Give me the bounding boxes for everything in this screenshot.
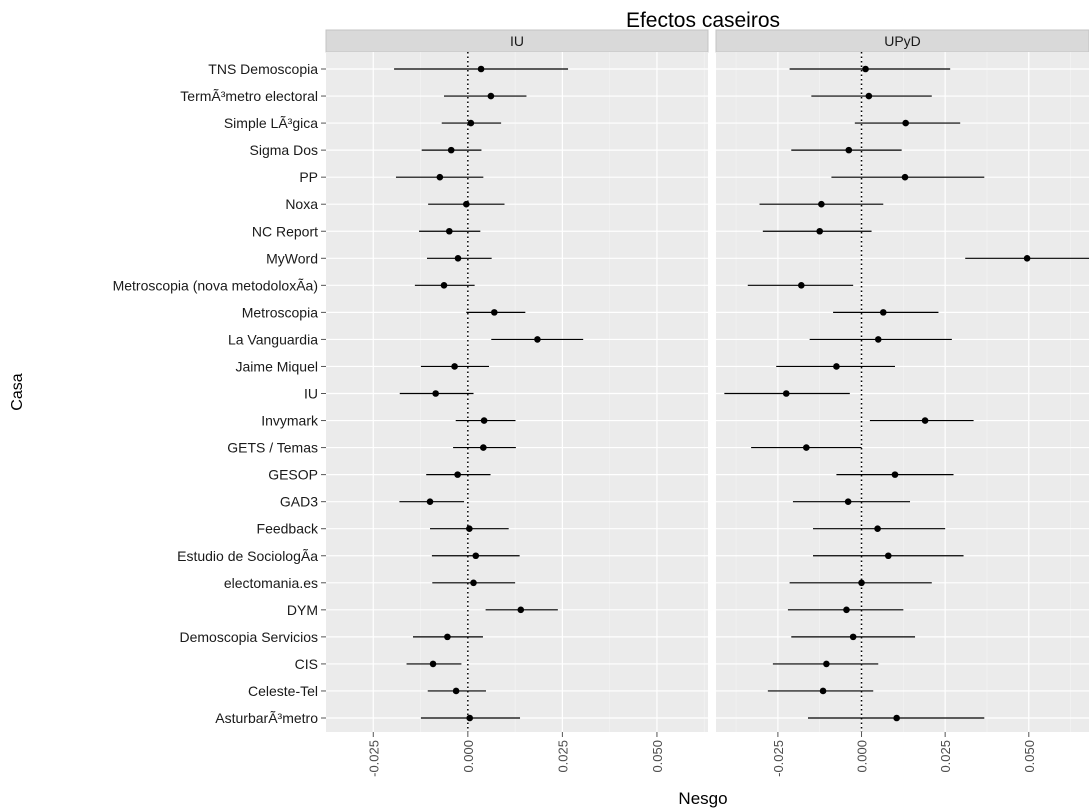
x-tick-label: -0.025	[771, 740, 786, 777]
category-label: electomania.es	[224, 575, 318, 591]
estimate-point	[843, 606, 850, 614]
panel-strip-label: UPyD	[884, 33, 921, 49]
estimate-point	[429, 660, 437, 668]
estimate-point	[477, 65, 485, 73]
panel-background	[326, 52, 708, 732]
category-label: GETS / Temas	[227, 440, 318, 456]
category-label: AsturbarÃ³metro	[215, 710, 318, 726]
estimate-point	[819, 687, 827, 695]
x-tick-label: 0.000	[855, 740, 870, 773]
category-labels: TNS Demoscopia TermÃ³metro electoral Simpl…	[113, 61, 326, 726]
estimate-point	[884, 552, 892, 560]
category-label: Sigma Dos	[250, 142, 318, 158]
category-label: MyWord	[266, 250, 318, 266]
category-label: PP	[299, 169, 318, 185]
category-label: CIS	[295, 656, 318, 672]
estimate-point	[452, 687, 460, 695]
category-label: Celeste-Tel	[248, 683, 318, 699]
estimate-point	[874, 525, 881, 533]
estimate-point	[849, 633, 857, 641]
category-label: IU	[304, 386, 318, 402]
estimate-point	[833, 363, 840, 370]
estimate-point	[902, 119, 909, 127]
estimate-point	[862, 65, 869, 73]
estimate-point	[901, 173, 909, 181]
estimate-point	[844, 498, 852, 505]
panel-upyd: UPyD -0.025 0.000 0.025 0.050	[715, 29, 1089, 777]
x-tick-label: 0.025	[555, 740, 570, 773]
estimate-point	[466, 525, 473, 533]
panel-background	[716, 52, 1089, 732]
y-axis-title: Casa	[9, 373, 26, 410]
estimate-point	[432, 390, 439, 397]
estimate-point	[480, 444, 487, 451]
estimate-point	[454, 254, 462, 262]
estimate-point	[480, 417, 488, 424]
estimate-point	[470, 579, 477, 587]
x-tick-label: 0.050	[650, 740, 665, 773]
estimate-point	[893, 714, 900, 722]
category-label: TermÃ³metro electoral	[180, 88, 318, 104]
estimate-point	[445, 227, 453, 235]
category-label: La Vanguardia	[228, 331, 318, 347]
x-tick-label: 0.025	[938, 740, 953, 773]
estimate-point	[818, 200, 825, 208]
category-label: Simple LÃ³gica	[224, 115, 318, 131]
estimate-point	[517, 606, 525, 614]
estimate-point	[534, 336, 541, 343]
estimate-point	[440, 282, 448, 289]
estimate-point	[874, 336, 882, 343]
estimate-point	[487, 92, 495, 100]
estimate-point	[865, 92, 873, 100]
estimate-point	[491, 309, 498, 316]
category-label: Demoscopia Servicios	[180, 629, 319, 645]
estimate-point	[921, 417, 929, 424]
panel-iu: IU -0.025 0.000 0.025 0.050	[325, 29, 709, 777]
estimate-point	[463, 200, 470, 208]
category-label: DYM	[287, 602, 318, 618]
chart-title: Efectos caseiros	[626, 9, 780, 32]
category-label: Feedback	[257, 521, 319, 537]
estimate-point	[823, 660, 830, 668]
estimate-point	[891, 471, 899, 478]
estimate-point	[436, 173, 444, 181]
x-axis-title: Nesgo	[678, 789, 727, 808]
estimate-point	[426, 498, 434, 505]
estimate-point	[454, 471, 461, 478]
estimate-point	[879, 309, 887, 316]
estimate-point	[466, 714, 474, 722]
x-tick-label: -0.025	[366, 740, 381, 777]
estimate-point	[447, 146, 455, 154]
estimate-point	[858, 579, 865, 587]
category-label: TNS Demoscopia	[208, 61, 318, 77]
category-label: GAD3	[280, 494, 318, 510]
category-label: Noxa	[285, 196, 318, 212]
estimate-point	[798, 282, 805, 289]
estimate-point	[444, 633, 451, 641]
category-label: Jaime Miquel	[236, 358, 318, 374]
estimate-point	[782, 390, 790, 397]
estimate-point	[816, 227, 824, 235]
category-label: Metroscopia (nova metodoloxÃ­a)	[113, 277, 318, 293]
panels-layer: IU -0.025 0.000 0.025 0.050 UPyD -0.025 0.000 0.…	[325, 29, 1089, 777]
category-label: GESOP	[268, 467, 318, 483]
estimate-point	[467, 119, 475, 127]
estimate-point	[803, 444, 810, 451]
category-label: Estudio de SociologÃ­a	[177, 548, 318, 564]
x-tick-label: 0.050	[1022, 740, 1037, 773]
category-label: Invymark	[261, 413, 319, 429]
estimate-point	[1023, 254, 1031, 262]
estimate-point	[451, 363, 458, 370]
estimate-point	[472, 552, 480, 560]
panel-strip-label: IU	[510, 33, 524, 49]
estimate-point	[845, 146, 853, 154]
category-label: NC Report	[252, 223, 318, 239]
category-label: Metroscopia	[242, 304, 318, 320]
x-tick-label: 0.000	[461, 740, 476, 773]
